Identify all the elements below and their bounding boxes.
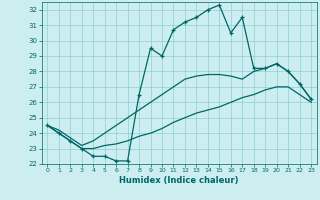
X-axis label: Humidex (Indice chaleur): Humidex (Indice chaleur): [119, 176, 239, 185]
